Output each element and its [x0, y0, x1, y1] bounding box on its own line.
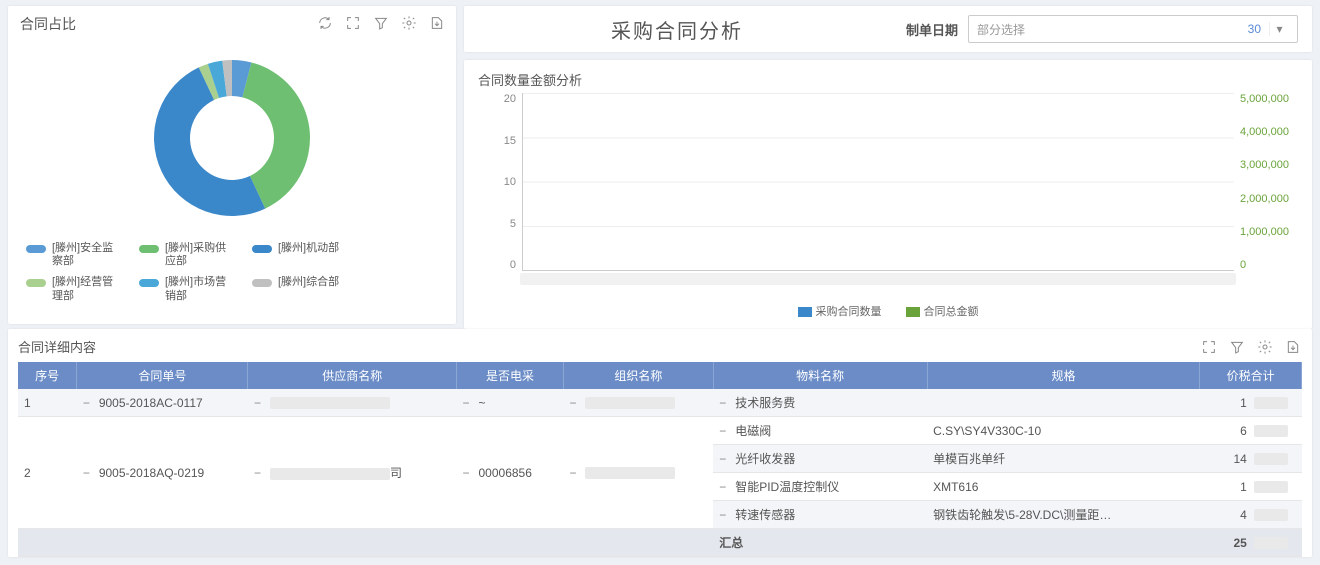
x-axis: [522, 273, 1234, 297]
expand-icon[interactable]: [1200, 338, 1218, 356]
table-row[interactable]: 2−9005-2018AQ-0219−司−00006856−−电磁阀C.SY\S…: [18, 417, 1302, 445]
table-row[interactable]: 1−9005-2018AC-0117−−~−−技术服务费1: [18, 389, 1302, 417]
legend-item[interactable]: [滕州]市场营销部: [139, 276, 234, 302]
chart-legend: 采购合同数量 合同总金额: [478, 303, 1298, 319]
dropdown-value: 30: [1248, 22, 1261, 36]
detail-table: 序号合同单号供应商名称是否电采组织名称物料名称规格价税合计 1−9005-201…: [18, 362, 1302, 557]
gear-icon[interactable]: [400, 14, 418, 32]
page-title: 采购合同分析: [464, 15, 890, 44]
detail-panel: 合同详细内容 序号合同单号供应商名称是否电采组织名称物料名称规格价税合计 1−9…: [8, 329, 1312, 557]
y-axis-left: 20151050: [478, 93, 522, 271]
legend-amount: 合同总金额: [924, 306, 979, 318]
bar-chart-title: 合同数量金额分析: [478, 70, 1298, 89]
legend-item[interactable]: [滕州]机动部: [252, 242, 347, 268]
bar-chart-panel: 合同数量金额分析 20151050 5,000,0004,000,0003,00…: [464, 60, 1312, 329]
expand-icon[interactable]: [344, 14, 362, 32]
refresh-icon[interactable]: [316, 14, 334, 32]
filter-label: 制单日期: [906, 20, 958, 39]
donut-panel: 合同占比 [滕州]安全监察部[滕州]采购供应部[滕州]机动部[滕州]经营管理部[…: [8, 6, 456, 324]
donut-chart: [20, 48, 444, 228]
date-dropdown[interactable]: 部分选择 30 ▾: [968, 15, 1298, 43]
summary-row: 汇总25: [18, 529, 1302, 557]
bar-plot: [522, 93, 1234, 271]
dropdown-placeholder: 部分选择: [977, 21, 1025, 38]
gear-icon[interactable]: [1256, 338, 1274, 356]
export-icon[interactable]: [1284, 338, 1302, 356]
detail-title: 合同详细内容: [18, 337, 96, 356]
chevron-down-icon: ▾: [1269, 22, 1289, 36]
filter-icon[interactable]: [372, 14, 390, 32]
header-panel: 采购合同分析 制单日期 部分选择 30 ▾: [464, 6, 1312, 52]
legend-item[interactable]: [滕州]综合部: [252, 276, 347, 302]
legend-item[interactable]: [滕州]安全监察部: [26, 242, 121, 268]
export-icon[interactable]: [428, 14, 446, 32]
donut-toolbar: [316, 14, 446, 32]
legend-item[interactable]: [滕州]经营管理部: [26, 276, 121, 302]
legend-count: 采购合同数量: [816, 306, 882, 318]
y-axis-right: 5,000,0004,000,0003,000,0002,000,0001,00…: [1234, 93, 1298, 271]
legend-item[interactable]: [滕州]采购供应部: [139, 242, 234, 268]
donut-legend: [滕州]安全监察部 [滕州]采购供应部 [滕州]机动部 [滕州]经营管理部 [滕州]市场…: [20, 242, 444, 311]
filter-icon[interactable]: [1228, 338, 1246, 356]
